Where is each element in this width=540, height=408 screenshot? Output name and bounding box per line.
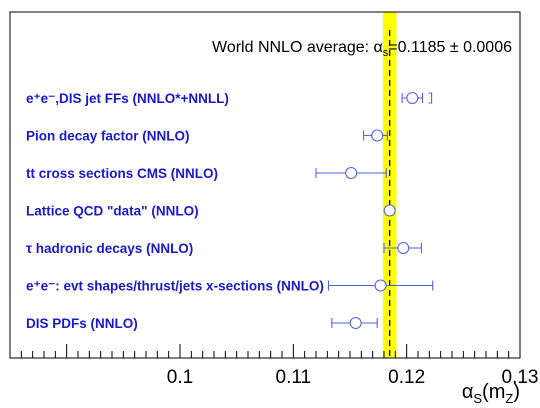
category-label: DIS PDFs (NNLO) bbox=[26, 316, 138, 331]
data-point bbox=[397, 241, 410, 255]
chart-title: World NNLO average: αs=0.1185 ± 0.0006 bbox=[212, 39, 512, 59]
data-row: e⁺e⁻: evt shapes/thrust/jets x-sections … bbox=[26, 279, 434, 294]
category-label: tt cross sections CMS (NNLO) bbox=[26, 166, 218, 181]
data-row: DIS PDFs (NNLO) bbox=[26, 316, 378, 331]
data-point bbox=[349, 316, 362, 330]
category-label: Lattice QCD "data" (NNLO) bbox=[26, 204, 199, 219]
category-label: τ hadronic decays (NNLO) bbox=[26, 241, 193, 256]
data-row: Pion decay factor (NNLO) bbox=[26, 129, 388, 144]
data-point bbox=[383, 204, 396, 217]
data-point bbox=[406, 91, 419, 105]
data-row: Lattice QCD "data" (NNLO) bbox=[26, 204, 396, 219]
x-axis-label: αS(mZ) bbox=[462, 381, 520, 406]
x-tick-label: 0.11 bbox=[276, 367, 312, 388]
x-tick-label: 0.1 bbox=[167, 367, 193, 388]
data-row: tt cross sections CMS (NNLO) bbox=[26, 166, 387, 181]
category-label: e⁺e⁻: evt shapes/thrust/jets x-sections … bbox=[26, 279, 324, 294]
x-tick-label: 0.12 bbox=[388, 367, 425, 388]
data-row: τ hadronic decays (NNLO) bbox=[26, 241, 422, 256]
plot-frame bbox=[9, 11, 521, 359]
data-point bbox=[374, 279, 387, 292]
category-label: Pion decay factor (NNLO) bbox=[26, 129, 190, 144]
category-label: e⁺e⁻,DIS jet FFs (NNLO*+NNLL) bbox=[26, 91, 229, 106]
x-tick-label: 0.13 bbox=[502, 367, 539, 388]
data-point bbox=[371, 129, 384, 142]
data-point bbox=[345, 166, 358, 180]
extra-error-bracket bbox=[428, 92, 433, 104]
data-row: e⁺e⁻,DIS jet FFs (NNLO*+NNLL) bbox=[26, 91, 433, 106]
